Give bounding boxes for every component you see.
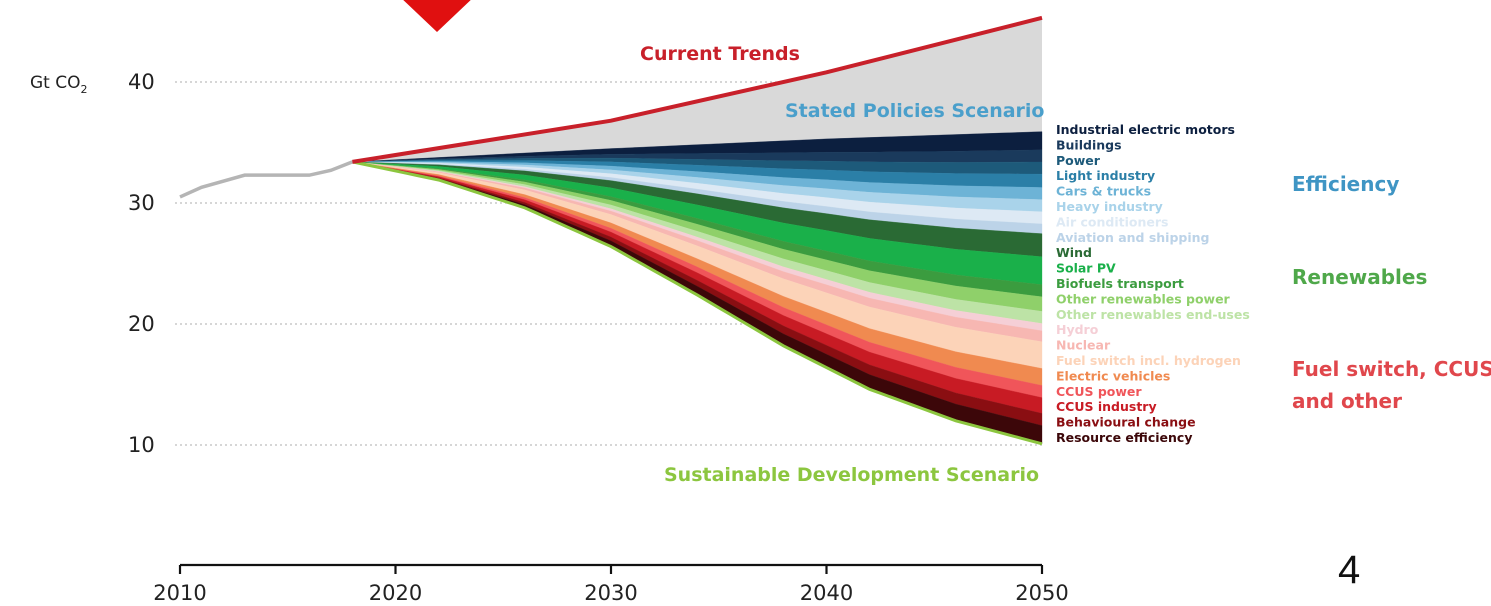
y-tick-10: 10: [128, 433, 155, 457]
x-tick-2040: 2040: [800, 581, 853, 605]
wedge-label-buildings: Buildings: [1056, 137, 1122, 152]
wedge-label-fuel-switch-incl-hydrogen: Fuel switch incl. hydrogen: [1056, 353, 1241, 368]
wedge-label-light-industry: Light industry: [1056, 168, 1155, 183]
wedge-label-solar-pv: Solar PV: [1056, 261, 1116, 276]
wedge-label-cars-trucks: Cars & trucks: [1056, 184, 1151, 199]
group-label-3: Fuel switch, CCUS: [1292, 357, 1491, 381]
wedge-label-hydro: Hydro: [1056, 322, 1099, 337]
wedge-labels: Industrial electric motorsBuildingsPower…: [1056, 122, 1250, 445]
x-axis: 2010 2020 2030 2040 2050: [153, 563, 1069, 605]
y-tick-labels: 10 20 30 40: [128, 70, 155, 457]
stated-policies-label: Stated Policies Scenario: [785, 100, 1044, 122]
wedge-label-resource-efficiency: Resource efficiency: [1056, 430, 1192, 445]
wedge-label-other-renewables-end-uses: Other renewables end-uses: [1056, 307, 1250, 322]
wedge-label-ccus-power: CCUS power: [1056, 384, 1142, 399]
wedge-areas: [352, 17, 1043, 444]
wedge-label-wind: Wind: [1056, 245, 1092, 260]
sustainable-development-label: Sustainable Development Scenario: [664, 464, 1039, 486]
group-label-2: Renewables: [1292, 265, 1427, 289]
y-tick-30: 30: [128, 191, 155, 215]
scenario-lines: [179, 15, 1043, 446]
x-tick-2010: 2010: [153, 581, 206, 605]
y-tick-40: 40: [128, 70, 155, 94]
wedge-label-other-renewables-power: Other renewables power: [1056, 291, 1231, 306]
y-axis-title: Gt CO2: [30, 73, 88, 96]
red-diamond-marker: [403, 0, 471, 32]
y-tick-20: 20: [128, 312, 155, 336]
wedge-label-ccus-industry: CCUS industry: [1056, 399, 1157, 414]
current-trends-label: Current Trends: [640, 43, 800, 65]
x-tick-2050: 2050: [1015, 581, 1068, 605]
wedge-label-air-conditioners: Air conditioners: [1056, 214, 1168, 229]
x-tick-2020: 2020: [369, 581, 422, 605]
page-number: 4: [1338, 548, 1361, 592]
wedge-label-behavioural-change: Behavioural change: [1056, 415, 1196, 430]
sds-line: [352, 160, 1043, 446]
wedge-label-biofuels-transport: Biofuels transport: [1056, 276, 1184, 291]
x-tick-2030: 2030: [584, 581, 637, 605]
wedge-label-nuclear: Nuclear: [1056, 338, 1111, 353]
group-label-3-line2: and other: [1292, 389, 1402, 413]
group-labels: Efficiency Renewables Fuel switch, CCUS and…: [1292, 172, 1491, 413]
current-vs-stated-gap: [352, 17, 1042, 162]
wedge-label-industrial-electric-motors: Industrial electric motors: [1056, 122, 1235, 137]
historical-line: [179, 160, 354, 199]
group-label-1: Efficiency: [1292, 172, 1399, 196]
current-trends-line: [352, 15, 1043, 164]
wedge-label-heavy-industry: Heavy industry: [1056, 199, 1163, 214]
wedge-label-aviation-and-shipping: Aviation and shipping: [1056, 230, 1209, 245]
wedge-label-electric-vehicles: Electric vehicles: [1056, 368, 1170, 383]
wedge-label-power: Power: [1056, 153, 1101, 168]
